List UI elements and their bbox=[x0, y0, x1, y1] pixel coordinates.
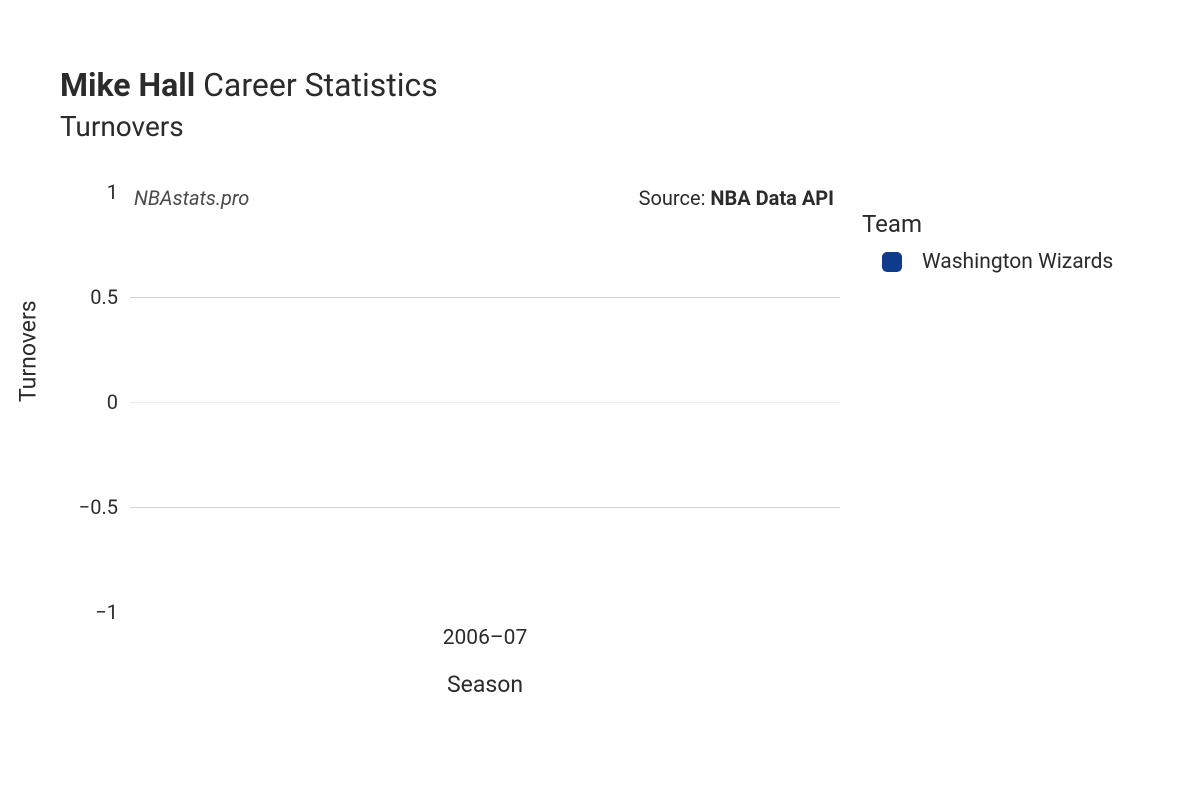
legend-item: Washington Wizards bbox=[862, 250, 1113, 274]
gridline bbox=[130, 297, 840, 298]
y-axis-title: Turnovers bbox=[15, 300, 42, 402]
xtick-label: 2006–07 bbox=[443, 626, 528, 650]
legend-label: Washington Wizards bbox=[922, 250, 1113, 274]
ytick-label: 1 bbox=[107, 180, 118, 204]
chart-title-block: Mike Hall Career Statistics Turnovers bbox=[60, 66, 438, 143]
x-axis-title: Season bbox=[447, 671, 523, 698]
chart-title: Mike Hall Career Statistics bbox=[60, 66, 438, 104]
gridline bbox=[130, 402, 840, 403]
legend: Team Washington Wizards bbox=[862, 210, 1113, 274]
gridline bbox=[130, 507, 840, 508]
legend-swatch bbox=[882, 252, 902, 272]
ytick-label: −0.5 bbox=[79, 495, 118, 519]
ytick-label: 0 bbox=[107, 390, 118, 414]
legend-title: Team bbox=[862, 210, 1113, 238]
ytick-label: 0.5 bbox=[90, 285, 118, 309]
ytick-label: −1 bbox=[95, 600, 118, 624]
source-prefix: Source: bbox=[639, 186, 711, 210]
player-name: Mike Hall bbox=[60, 66, 195, 104]
watermark-label: NBAstats.pro bbox=[134, 186, 249, 210]
plot-area: NBAstats.pro Source: NBA Data API Season… bbox=[130, 192, 840, 612]
source-label: Source: NBA Data API bbox=[639, 186, 834, 210]
source-name: NBA Data API bbox=[710, 186, 834, 210]
chart-subtitle: Turnovers bbox=[60, 110, 438, 143]
title-suffix: Career Statistics bbox=[203, 66, 438, 104]
